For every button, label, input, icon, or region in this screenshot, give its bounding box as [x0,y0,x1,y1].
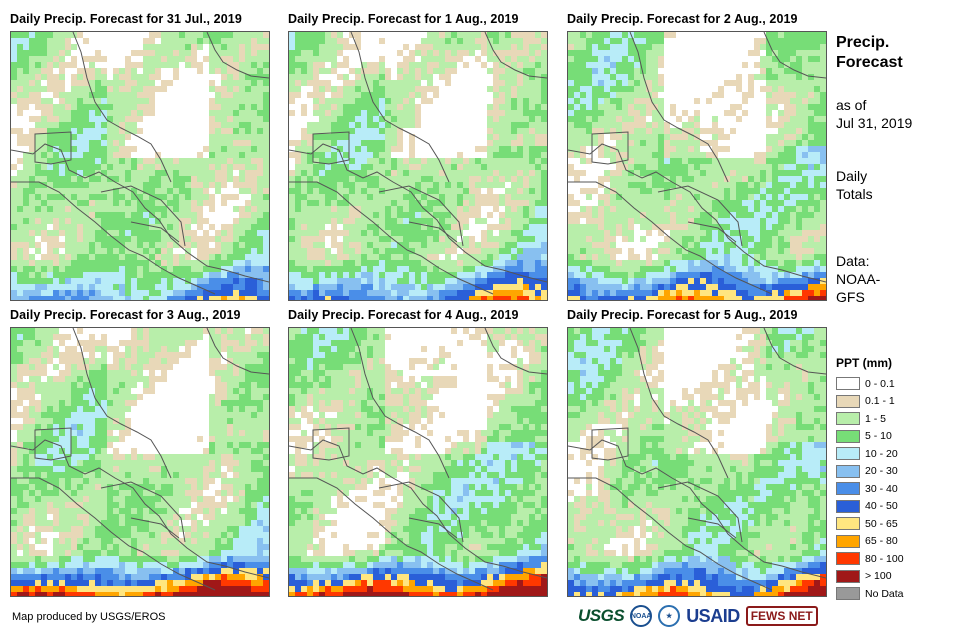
legend-item: 80 - 100 [836,550,904,568]
legend-swatch [836,587,860,601]
side-title-line-2: Forecast [836,54,903,71]
legend-item: No Data [836,585,904,603]
as-of-date: Jul 31, 2019 [836,115,913,131]
legend-label: 5 - 10 [865,430,892,443]
legend-swatch [836,552,860,566]
precip-map [567,327,827,597]
legend-label: 1 - 5 [865,412,887,425]
legend-label: 0.1 - 1 [865,395,895,408]
legend-swatch [836,534,860,548]
legend-swatch [836,447,860,461]
precip-map [288,31,548,301]
legend-label: 50 - 65 [865,517,898,530]
legend-swatch [836,464,860,478]
panel-title: Daily Precip. Forecast for 2 Aug., 2019 [567,12,798,26]
as-of-text: as of Jul 31, 2019 [836,96,912,132]
precip-grid [289,32,547,300]
data-source-line-3: GFS [836,289,865,305]
legend: PPT (mm) 0 - 0.1 0.1 - 1 1 - 5 5 - 10 10 - 2… [836,356,904,603]
panel-title: Daily Precip. Forecast for 31 Jul., 2019 [10,12,242,26]
side-title: Precip. Forecast [836,33,903,73]
legend-item: 50 - 65 [836,515,904,533]
legend-swatch [836,499,860,513]
data-source-line-2: NOAA- [836,271,881,287]
usgs-logo: USGS [578,606,625,625]
seal-logo: ★ [658,605,681,627]
panel-title: Daily Precip. Forecast for 4 Aug., 2019 [288,308,519,322]
legend-label: 20 - 30 [865,465,898,478]
noaa-logo: NOAA [630,605,653,627]
legend-item: 0.1 - 1 [836,393,904,411]
legend-swatch [836,394,860,408]
totals-line-2: Totals [836,186,873,202]
legend-title: PPT (mm) [836,356,893,370]
precip-grid [568,32,826,300]
credit-text: Map produced by USGS/EROS [12,611,166,623]
legend-item: 5 - 10 [836,428,904,446]
legend-item: 20 - 30 [836,463,904,481]
data-source-text: Data: NOAA- GFS [836,252,880,306]
legend-label: 40 - 50 [865,500,898,513]
legend-label: 65 - 80 [865,535,898,548]
precip-map [567,31,827,301]
side-title-line-1: Precip. [836,34,890,51]
legend-item: 40 - 50 [836,498,904,516]
precip-grid [11,328,269,596]
legend-item: 0 - 0.1 [836,375,904,393]
legend-swatch [836,412,860,426]
precip-map [10,327,270,597]
legend-item: 65 - 80 [836,533,904,551]
usaid-logo: USAID [686,605,740,626]
legend-label: 80 - 100 [865,552,904,565]
data-source-line-1: Data: [836,253,870,269]
legend-label: 10 - 20 [865,447,898,460]
legend-item: 1 - 5 [836,410,904,428]
panel-title: Daily Precip. Forecast for 3 Aug., 2019 [10,308,241,322]
totals-text: Daily Totals [836,167,873,203]
legend-swatch [836,517,860,531]
legend-label: 30 - 40 [865,482,898,495]
precip-map [10,31,270,301]
precip-grid [11,32,269,300]
legend-item: > 100 [836,568,904,586]
legend-swatch [836,482,860,496]
legend-label: No Data [865,587,904,600]
precip-grid [289,328,547,596]
legend-item: 10 - 20 [836,445,904,463]
legend-swatch [836,377,860,391]
as-of-label: as of [836,97,867,113]
totals-line-1: Daily [836,168,868,184]
panel-title: Daily Precip. Forecast for 5 Aug., 2019 [567,308,798,322]
panel-title: Daily Precip. Forecast for 1 Aug., 2019 [288,12,519,26]
legend-swatch [836,429,860,443]
agency-logos: USGS NOAA ★ USAID FEWS NET [578,600,818,632]
legend-item: 30 - 40 [836,480,904,498]
legend-swatch [836,569,860,583]
precip-map [288,327,548,597]
fews-net-logo: FEWS NET [745,606,818,626]
legend-label: 0 - 0.1 [865,377,895,390]
legend-label: > 100 [865,570,892,583]
precip-grid [568,328,826,596]
